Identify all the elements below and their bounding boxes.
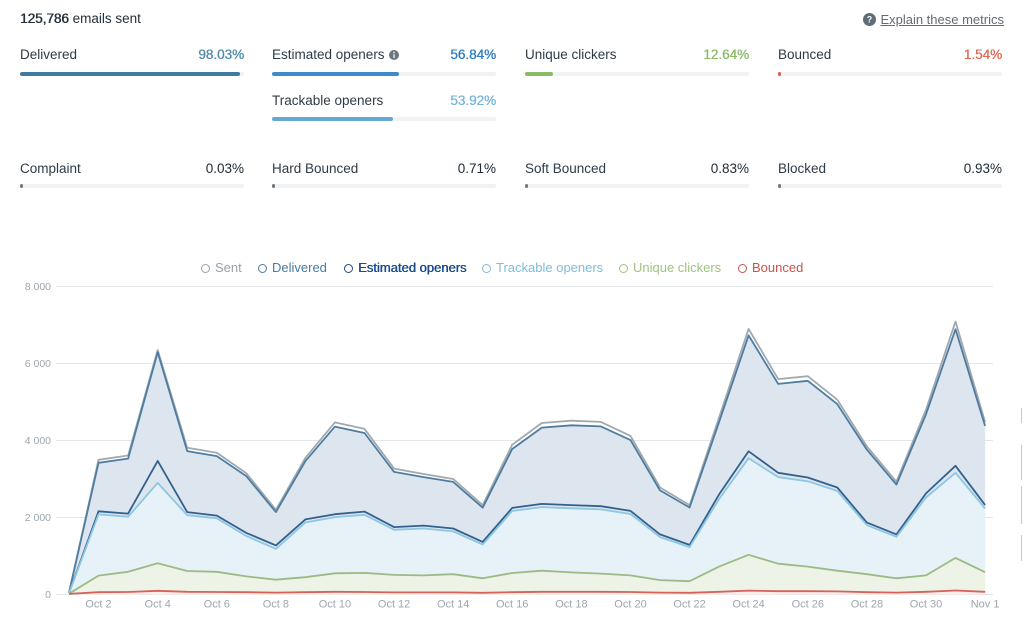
svg-text:Oct 28: Oct 28 xyxy=(851,599,883,611)
svg-text:Oct 14: Oct 14 xyxy=(437,599,469,611)
svg-text:Oct 18: Oct 18 xyxy=(555,599,587,611)
svg-text:Nov 1: Nov 1 xyxy=(971,599,1000,611)
svg-text:8 000: 8 000 xyxy=(25,281,51,293)
svg-text:4 000: 4 000 xyxy=(25,435,51,447)
svg-text:Oct 10: Oct 10 xyxy=(319,599,351,611)
svg-text:Oct 12: Oct 12 xyxy=(378,599,410,611)
svg-text:6 000: 6 000 xyxy=(25,358,51,370)
svg-text:0: 0 xyxy=(45,589,51,601)
svg-text:Oct 4: Oct 4 xyxy=(145,599,171,611)
svg-text:Oct 16: Oct 16 xyxy=(496,599,528,611)
svg-text:Oct 30: Oct 30 xyxy=(910,599,942,611)
svg-text:Oct 26: Oct 26 xyxy=(792,599,824,611)
svg-text:Oct 6: Oct 6 xyxy=(204,599,230,611)
svg-text:?: ? xyxy=(867,15,872,25)
svg-text:Oct 20: Oct 20 xyxy=(614,599,646,611)
svg-text:2 000: 2 000 xyxy=(25,512,51,524)
svg-text:Oct 24: Oct 24 xyxy=(732,599,764,611)
svg-text:Oct 2: Oct 2 xyxy=(85,599,111,611)
svg-text:Oct 8: Oct 8 xyxy=(263,599,289,611)
svg-text:Oct 22: Oct 22 xyxy=(673,599,705,611)
